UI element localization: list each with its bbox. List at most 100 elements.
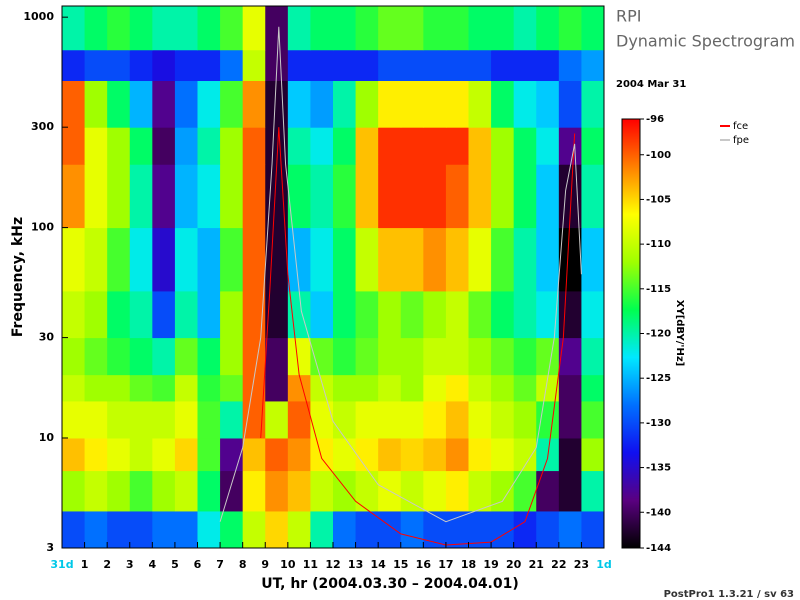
heatmap-cell [197,80,221,128]
heatmap-cell [468,374,492,402]
chart-subtitle: Dynamic Spectrogram [616,32,795,51]
heatmap-cell [355,49,379,82]
heatmap-cell [174,400,198,439]
heatmap-cell [242,510,266,549]
heatmap-cell [468,80,492,128]
heatmap-cell [197,127,221,165]
heatmap-cell [310,6,334,51]
heatmap-cell [491,337,515,376]
heatmap-cell [265,437,289,472]
colorbar-tick-label: -100 [646,150,671,161]
heatmap-cell [581,164,605,229]
heatmap-cell [152,510,176,549]
heatmap-cell [581,337,605,376]
heatmap-cell [333,437,357,472]
heatmap-cell [400,164,424,229]
heatmap-cell [129,80,153,128]
heatmap-cell [220,80,244,128]
x-tick-label: 1d [596,558,612,571]
heatmap-cell [445,510,469,549]
heatmap-cell [265,6,289,51]
heatmap-cell [107,374,131,402]
heatmap-cell [378,49,402,82]
heatmap-cell [423,164,447,229]
heatmap-cell [445,437,469,472]
y-tick-label: 30 [39,331,55,344]
heatmap-cell [287,49,311,82]
heatmap-cell [310,227,334,292]
heatmap-cell [287,374,311,402]
x-tick-label: 18 [461,558,476,571]
heatmap-cell [107,6,131,51]
heatmap-cell [220,227,244,292]
x-tick-label: 12 [325,558,340,571]
heatmap-cell [84,80,108,128]
heatmap-cell [265,400,289,439]
heatmap-cell [400,437,424,472]
heatmap-cell [536,510,560,549]
heatmap-cell [536,470,560,512]
heatmap-cell [129,290,153,339]
x-tick-label: 16 [416,558,432,571]
heatmap-cell [491,290,515,339]
x-tick-label: 9 [261,558,269,571]
heatmap-cell [84,290,108,339]
heatmap-cell [581,374,605,402]
heatmap-cell [220,400,244,439]
heatmap-cell [355,227,379,292]
heatmap-cell [107,164,131,229]
heatmap-cell [84,49,108,82]
x-tick-label: 2 [103,558,111,571]
heatmap-cell [174,164,198,229]
colorbar-tick-label: -125 [646,373,671,384]
heatmap-cell [174,127,198,165]
heatmap-cell [355,374,379,402]
heatmap-cell [536,337,560,376]
heatmap-cell [129,164,153,229]
heatmap-cell [84,164,108,229]
x-tick-label: 20 [506,558,522,571]
heatmap-cell [242,290,266,339]
heatmap-cell [558,127,582,165]
heatmap-cell [220,164,244,229]
heatmap-cell [265,227,289,292]
heatmap-cell [378,80,402,128]
y-axis-label: Frequency, kHz [10,217,26,337]
heatmap-cell [107,127,131,165]
y-tick-label: 10 [39,431,55,444]
heatmap-cell [310,510,334,549]
heatmap-cell [355,510,379,549]
heatmap-cell [445,337,469,376]
heatmap-cell [84,437,108,472]
heatmap-cell [468,227,492,292]
x-tick-label: 5 [171,558,179,571]
heatmap-cell [468,290,492,339]
heatmap-cell [355,127,379,165]
heatmap-cell [400,227,424,292]
heatmap-cell [468,49,492,82]
heatmap-cell [513,6,537,51]
heatmap-cell [129,400,153,439]
heatmap-cell [355,437,379,472]
heatmap-cell [62,400,86,439]
heatmap-cell [445,227,469,292]
heatmap-cell [152,49,176,82]
heatmap-cell [491,470,515,512]
heatmap-cell [536,80,560,128]
heatmap-cell [129,127,153,165]
heatmap-cell [107,437,131,472]
heatmap-cell [62,164,86,229]
legend-label: fce [733,121,748,132]
heatmap-cell [287,470,311,512]
heatmap-cell [423,49,447,82]
heatmap-cell [152,337,176,376]
heatmap-cell [423,227,447,292]
heatmap-cell [513,127,537,165]
heatmap-cell [513,337,537,376]
heatmap-cell [423,470,447,512]
colorbar-tick-label: -96 [646,114,664,125]
heatmap-cell [197,400,221,439]
heatmap-cell [265,290,289,339]
heatmap-cell [310,400,334,439]
